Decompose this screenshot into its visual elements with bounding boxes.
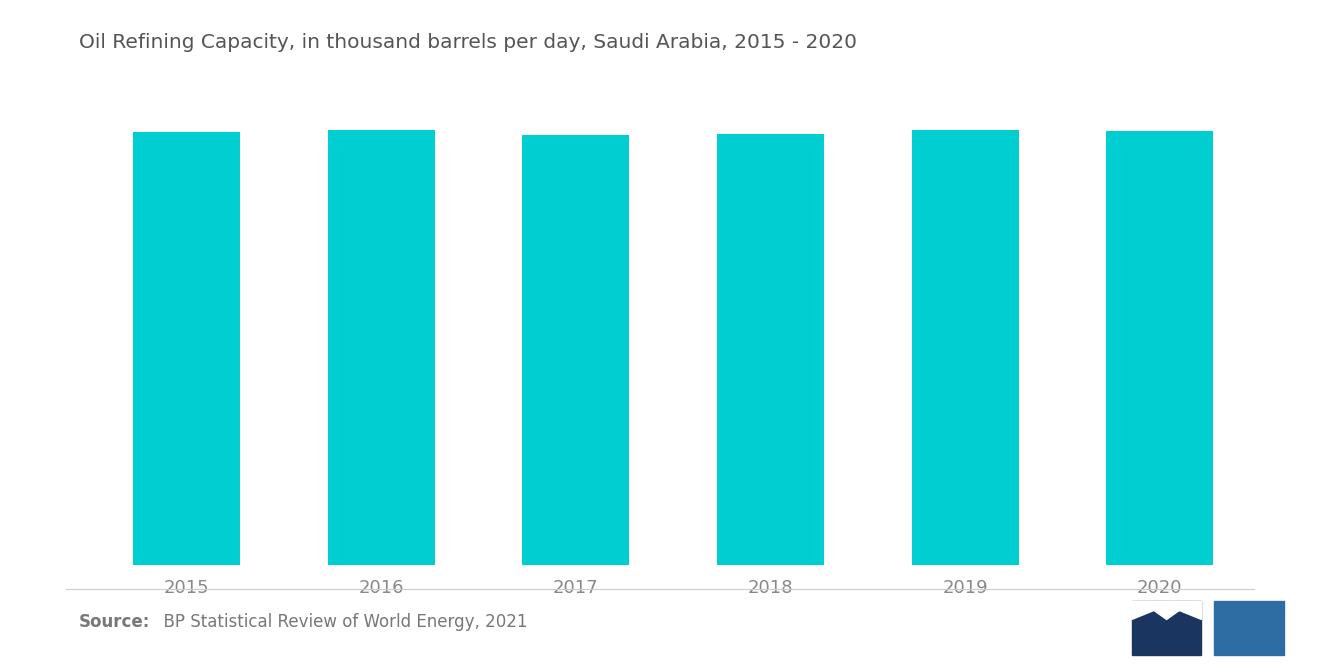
Bar (1214, 601, 1284, 656)
Text: Oil Refining Capacity, in thousand barrels per day, Saudi Arabia, 2015 - 2020: Oil Refining Capacity, in thousand barre… (79, 33, 857, 53)
Polygon shape (1131, 601, 1201, 620)
Bar (133, 132, 240, 565)
Bar (1106, 131, 1213, 565)
Bar (523, 135, 630, 565)
Text: BP Statistical Review of World Energy, 2021: BP Statistical Review of World Energy, 2… (153, 612, 528, 631)
Bar (912, 130, 1019, 565)
Text: Source:: Source: (79, 612, 150, 631)
Bar (327, 130, 434, 565)
Bar (717, 134, 824, 565)
Bar (1131, 601, 1201, 656)
